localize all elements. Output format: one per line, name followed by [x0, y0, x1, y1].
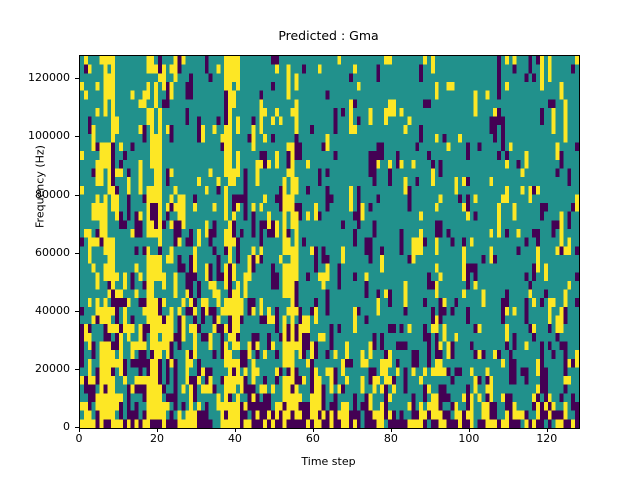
chart-title: Predicted : Gma [278, 28, 379, 43]
y-tick-mark [75, 253, 79, 254]
x-tick-label: 100 [458, 432, 480, 445]
heatmap-plot-area[interactable] [79, 55, 580, 429]
x-tick-label: 20 [149, 432, 164, 445]
x-tick-mark [157, 428, 158, 432]
y-tick-mark [75, 78, 79, 79]
x-tick-label: 80 [383, 432, 398, 445]
x-tick-label: 120 [536, 432, 558, 445]
x-tick-mark [235, 428, 236, 432]
y-tick-mark [75, 311, 79, 312]
x-tick-mark [469, 428, 470, 432]
y-tick-label: 20000 [35, 361, 70, 375]
y-tick-label: 40000 [35, 303, 70, 317]
y-tick-label: 120000 [28, 71, 70, 85]
x-tick-mark [391, 428, 392, 432]
y-tick-mark [75, 195, 79, 196]
x-tick-label: 60 [305, 432, 320, 445]
heatmap-image [80, 56, 579, 428]
x-tick-mark [79, 428, 80, 432]
y-tick-mark [75, 136, 79, 137]
x-axis-label: Time step [301, 455, 356, 468]
y-tick-label: 100000 [28, 129, 70, 143]
y-tick-mark [75, 427, 79, 428]
x-tick-mark [547, 428, 548, 432]
y-tick-label: 80000 [35, 187, 70, 201]
x-tick-label: 40 [227, 432, 242, 445]
y-tick-label: 0 [63, 420, 70, 433]
x-tick-mark [313, 428, 314, 432]
y-tick-mark [75, 369, 79, 370]
x-tick-label: 0 [75, 432, 83, 445]
y-tick-label: 60000 [35, 245, 70, 259]
